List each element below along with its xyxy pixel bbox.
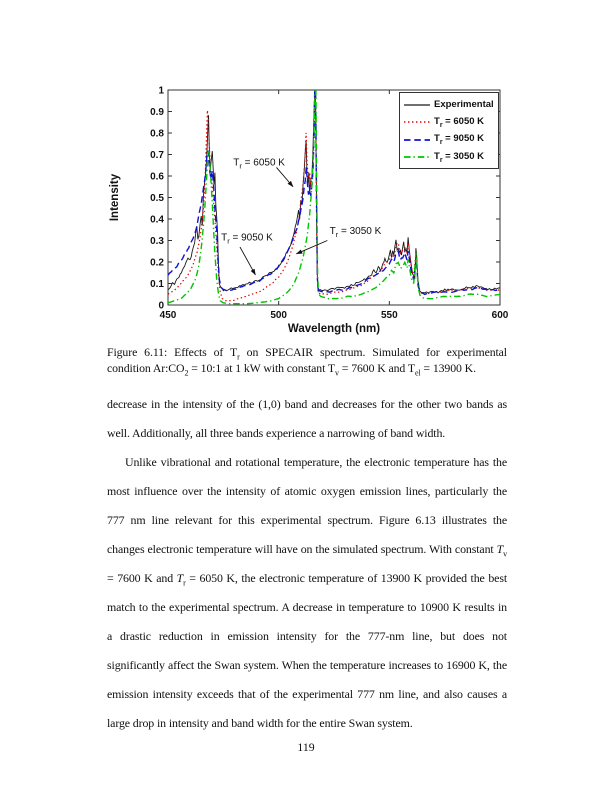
- legend-line-sample: [404, 104, 430, 106]
- legend-label: Tr = 6050 K: [434, 115, 485, 129]
- y-tick-label: 0.5: [150, 193, 164, 204]
- annotation-label: Tr​ = 6050 K: [233, 157, 285, 170]
- x-tick-label: 550: [381, 310, 398, 321]
- y-tick-label: 0: [158, 301, 164, 312]
- y-tick-label: 0.3: [150, 236, 164, 247]
- chart-legend: Experimental Tr = 6050 K Tr = 9050 K Tr = 3…: [399, 92, 499, 169]
- legend-line-sample: [404, 138, 430, 141]
- figure-caption: Figure 6.11: Effects of Tr on SPECAIR sp…: [107, 345, 507, 378]
- y-tick-label: 0.9: [150, 107, 164, 118]
- series-line-2: [168, 90, 500, 296]
- legend-entry-2: Tr = 9050 K: [404, 131, 498, 149]
- series-line-0: [168, 92, 500, 294]
- y-axis-label: Intensity: [109, 173, 121, 221]
- x-tick-label: 500: [270, 310, 287, 321]
- x-tick-label: 450: [160, 310, 177, 321]
- legend-label: Experimental: [434, 99, 494, 111]
- legend-entry-1: Tr = 6050 K: [404, 114, 498, 132]
- x-axis-label: Wavelength (nm): [288, 323, 380, 335]
- y-tick-label: 0.4: [150, 215, 164, 226]
- x-tick-label: 600: [492, 310, 509, 321]
- legend-label: Tr = 3050 K: [434, 150, 485, 164]
- y-tick-label: 0.1: [150, 279, 164, 290]
- series-line-3: [168, 90, 500, 305]
- legend-line-sample: [404, 121, 430, 123]
- y-tick-label: 0.7: [150, 150, 164, 161]
- annotation-arrow: [276, 167, 294, 188]
- y-tick-label: 0.6: [150, 172, 164, 183]
- annotation-arrow: [239, 246, 256, 276]
- body-text: decrease in the intensity of the (1,0) b…: [107, 390, 507, 738]
- legend-entry-3: Tr = 3050 K: [404, 149, 498, 167]
- y-tick-label: 0.2: [150, 258, 164, 269]
- annotation-label: Tr​ = 9050 K: [221, 233, 273, 246]
- figure-6-11: 450 500 550 600 0 0.1 0.2 0.3 0.4 0.5 0.6 0.7 0.8 0.9…: [104, 85, 509, 340]
- page-number: 119: [297, 740, 315, 754]
- spectrum-chart: 450 500 550 600 0 0.1 0.2 0.3 0.4 0.5 0.6 0.7 0.8 0.9…: [109, 86, 509, 336]
- annotation-label: Tr​ = 3050 K: [330, 226, 382, 239]
- annotation-arrow: [295, 240, 328, 255]
- legend-line-sample: [404, 156, 430, 159]
- paragraph: Unlike vibrational and rotational temper…: [107, 455, 508, 730]
- legend-label: Tr = 9050 K: [434, 133, 485, 147]
- y-tick-label: 0.8: [150, 129, 164, 140]
- legend-entry-0: Experimental: [404, 96, 498, 114]
- series-line-1: [168, 90, 500, 302]
- y-tick-label: 1: [158, 86, 164, 97]
- paragraph: decrease in the intensity of the (1,0) b…: [107, 397, 507, 440]
